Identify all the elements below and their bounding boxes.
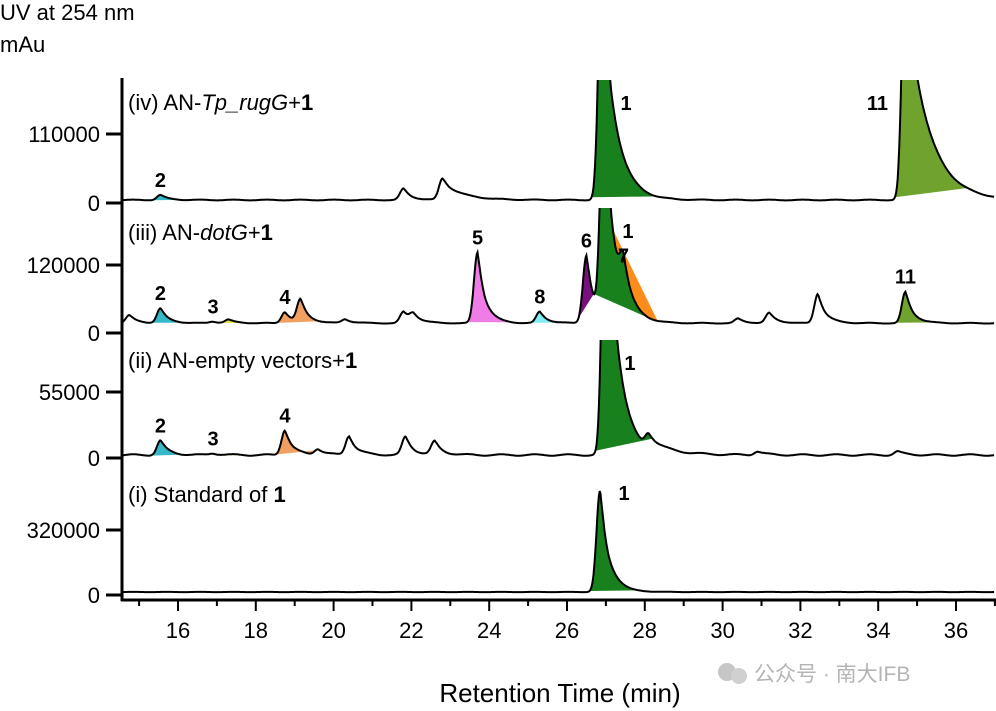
panel-title-iii: (iii) AN-dotG+1 xyxy=(128,220,273,245)
x-tick-label: 20 xyxy=(321,618,345,643)
x-tick-label: 30 xyxy=(710,618,734,643)
panel-title-segment: 1 xyxy=(301,90,313,115)
peak-label-11: 11 xyxy=(895,267,916,289)
y-tick-label: 0 xyxy=(88,446,100,471)
peak-fill-2 xyxy=(150,308,195,323)
peak-fill-11 xyxy=(894,291,940,323)
peak-fill-5 xyxy=(467,252,512,323)
peak-label-8: 8 xyxy=(534,287,545,309)
trace-ii xyxy=(122,340,995,457)
peak-label-2: 2 xyxy=(155,415,166,437)
peak-label-2: 2 xyxy=(155,283,166,305)
y-tick-label: 55000 xyxy=(39,380,100,405)
peak-fill-8 xyxy=(529,311,574,323)
panel-title-iv: (iv) AN-Tp_rugG+1 xyxy=(128,90,313,115)
peak-fill-2 xyxy=(150,440,195,456)
x-tick-label: 16 xyxy=(166,618,190,643)
x-axis-title: Retention Time (min) xyxy=(439,678,680,708)
panel-title-i: (i) Standard of 1 xyxy=(128,482,286,507)
trace-iii xyxy=(122,208,995,325)
peak-label-11: 11 xyxy=(867,93,888,115)
trace-iv xyxy=(122,80,995,202)
peak-label-5: 5 xyxy=(472,227,483,249)
y-tick-label: 320000 xyxy=(27,518,100,543)
trace-i xyxy=(122,490,995,594)
panel-title-segment: dotG xyxy=(200,220,248,245)
y-axis-label: UV at 254 nm xyxy=(0,0,135,25)
panel-title-segment: 1 xyxy=(261,220,273,245)
panel-title-segment: + xyxy=(288,90,301,115)
panel-title-segment: 1 xyxy=(345,348,357,373)
peak-fill-1 xyxy=(591,80,657,198)
peak-fill-2 xyxy=(150,194,195,201)
peak-label-1: 1 xyxy=(619,483,630,505)
peak-fill-11 xyxy=(894,80,968,198)
peak-label-7: 7 xyxy=(618,245,629,267)
peak-label-1: 1 xyxy=(624,353,635,375)
peak-label-4: 4 xyxy=(279,406,291,428)
x-tick-label: 26 xyxy=(555,618,579,643)
x-tick-label: 24 xyxy=(477,618,501,643)
y-tick-label: 110000 xyxy=(28,122,100,147)
peak-label-6: 6 xyxy=(581,230,592,252)
x-axis-ticks: 16 18 20 22 24 26 28 30 32 34 36 xyxy=(138,600,996,643)
panel-title-segment: (iv) AN- xyxy=(128,90,201,115)
x-tick-label: 28 xyxy=(633,618,657,643)
x-tick-label: 22 xyxy=(399,618,423,643)
peak-label-3: 3 xyxy=(207,297,218,319)
peak-label-2: 2 xyxy=(155,170,166,192)
y-tick-label: 0 xyxy=(88,321,100,346)
y-tick-label: 0 xyxy=(88,191,100,216)
panel-title-ii: (ii) AN-empty vectors+1 xyxy=(128,348,357,373)
wechat-icon-bubble xyxy=(731,668,747,684)
panel-title-segment: (iii) AN- xyxy=(128,220,200,245)
panel-title-segment: (ii) AN-empty vectors+ xyxy=(128,348,345,373)
watermark-text: 公众号 · 南大IFB xyxy=(754,663,910,686)
x-tick-label: 32 xyxy=(788,618,812,643)
y-axis-unit: mAu xyxy=(0,32,45,57)
peak-label-4: 4 xyxy=(279,287,291,309)
panel-title-segment: (i) Standard of xyxy=(128,482,274,507)
watermark: 公众号 · 南大IFB xyxy=(718,663,910,686)
peak-fill-4 xyxy=(274,430,320,455)
peak-fill-1 xyxy=(589,490,639,591)
peak-label-1: 1 xyxy=(620,93,631,115)
peak-label-1: 1 xyxy=(622,221,633,243)
y-tick-label: 120000 xyxy=(27,253,100,278)
panel-title-segment: + xyxy=(248,220,261,245)
y-tick-label: 0 xyxy=(88,583,100,608)
panel-title-segment: Tp_rugG xyxy=(201,90,288,115)
panel-title-segment: 1 xyxy=(274,482,286,507)
x-tick-label: 18 xyxy=(244,618,268,643)
x-tick-label: 36 xyxy=(944,618,968,643)
peak-fill-1 xyxy=(593,208,651,319)
peak-label-3: 3 xyxy=(207,429,218,451)
x-tick-label: 34 xyxy=(866,618,890,643)
